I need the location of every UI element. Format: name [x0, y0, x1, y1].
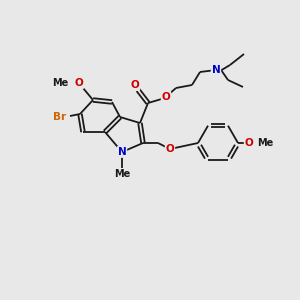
- Text: N: N: [118, 147, 126, 157]
- Text: O: O: [130, 80, 140, 90]
- Text: Br: Br: [53, 112, 67, 122]
- Text: Me: Me: [52, 78, 68, 88]
- Text: O: O: [244, 138, 253, 148]
- Text: N: N: [212, 65, 220, 75]
- Text: Me: Me: [257, 138, 273, 148]
- Text: Me: Me: [114, 169, 130, 179]
- Text: O: O: [166, 144, 174, 154]
- Text: O: O: [162, 92, 170, 102]
- Text: O: O: [75, 78, 83, 88]
